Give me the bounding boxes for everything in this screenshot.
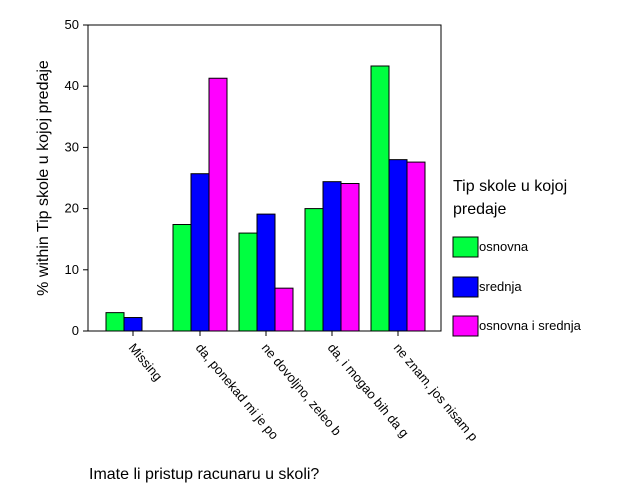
legend-title-line-2: predaje xyxy=(453,201,506,218)
y-tick-label: 20 xyxy=(65,201,79,216)
y-tick-label: 40 xyxy=(65,78,79,93)
bar-srednja-2 xyxy=(256,213,276,332)
legend-title: Tip skole u kojoj xyxy=(453,178,567,195)
y-tick-label: 50 xyxy=(65,17,79,32)
bar-srednja-4 xyxy=(388,159,408,332)
legend-swatch-osnovna-i-srednja xyxy=(452,315,479,337)
bar-srednja-0 xyxy=(123,317,143,332)
y-tick-label: 0 xyxy=(72,323,79,338)
legend: Tip skole u kojoj predaje osnovna srednja os… xyxy=(452,178,582,337)
bar-osnovna-i-srednja-2 xyxy=(274,287,294,332)
y-tick-label: 30 xyxy=(65,139,79,154)
bar-srednja-1 xyxy=(190,173,210,332)
legend-label-osnovna-i-srednja: osnovna i srednja xyxy=(479,318,582,333)
legend-swatch-srednja xyxy=(452,276,479,298)
bars xyxy=(105,65,426,332)
legend-label-srednja: srednja xyxy=(479,279,522,294)
y-axis-title: % within Tip skole u kojoj predaje xyxy=(35,60,52,296)
bar-osnovna-i-srednja-1 xyxy=(208,77,228,332)
bar-osnovna-i-srednja-3 xyxy=(340,183,360,332)
y-tick-label: 10 xyxy=(65,262,79,277)
x-tick-label: Missing xyxy=(126,340,166,383)
legend-label-osnovna: osnovna xyxy=(479,239,529,254)
bar-osnovna-i-srednja-4 xyxy=(406,161,426,332)
bar-osnovna-2 xyxy=(238,232,258,332)
x-axis: Missing da, ponekad mi je pone dovoljno, … xyxy=(126,331,481,444)
legend-swatch-osnovna xyxy=(452,236,479,258)
x-axis-title: Imate li pristup racunaru u skoli? xyxy=(89,466,319,483)
y-axis: 0 10 20 30 40 50 xyxy=(65,17,88,338)
bar-srednja-3 xyxy=(322,181,342,332)
bar-osnovna-3 xyxy=(304,208,324,332)
bar-osnovna-0 xyxy=(105,312,125,332)
bar-osnovna-1 xyxy=(172,224,192,332)
bar-osnovna-4 xyxy=(370,65,390,332)
